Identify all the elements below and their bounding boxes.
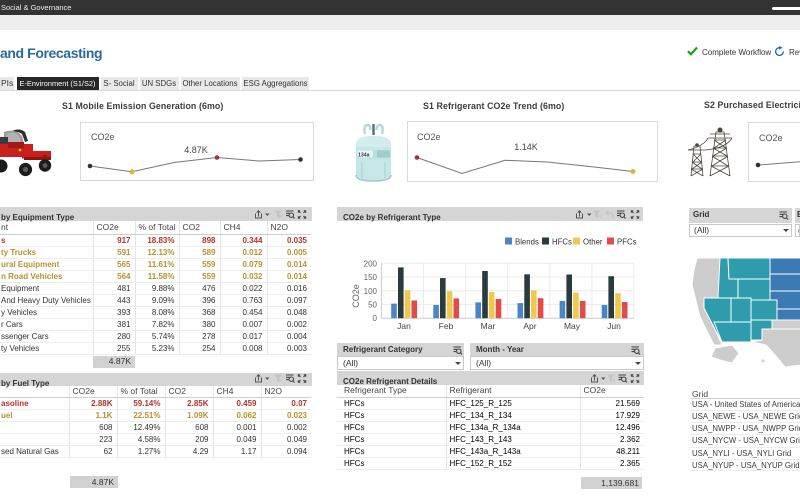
svg-text:100: 100 <box>364 287 378 296</box>
svg-text:Apr: Apr <box>523 321 536 331</box>
svg-text:PFCs: PFCs <box>617 238 637 247</box>
svg-text:Mar: Mar <box>481 321 496 331</box>
svg-text:May: May <box>564 321 581 331</box>
svg-text:200: 200 <box>364 259 378 268</box>
svg-text:CO2e: CO2e <box>351 284 361 308</box>
svg-text:0: 0 <box>373 314 378 323</box>
svg-text:50: 50 <box>368 301 377 310</box>
svg-text:HFCs: HFCs <box>552 238 572 247</box>
svg-text:Other: Other <box>583 238 603 247</box>
svg-text:Blends: Blends <box>515 238 539 247</box>
svg-text:134a: 134a <box>358 153 370 159</box>
svg-text:150: 150 <box>364 273 378 282</box>
svg-text:Jan: Jan <box>397 321 411 331</box>
svg-text:Feb: Feb <box>439 321 454 331</box>
svg-text:4.87K: 4.87K <box>184 145 208 155</box>
svg-text:1.14K: 1.14K <box>514 142 538 152</box>
svg-text:Jun: Jun <box>607 321 621 331</box>
